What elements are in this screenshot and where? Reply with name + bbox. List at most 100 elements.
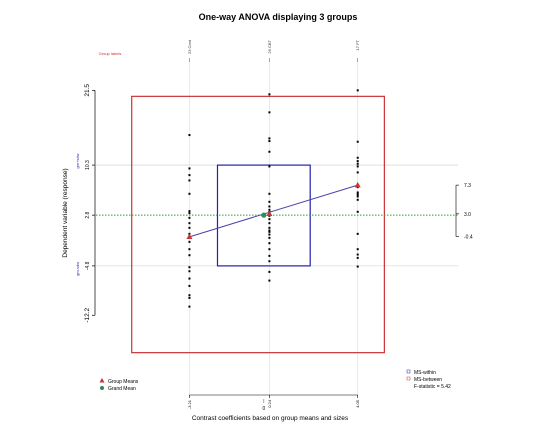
data-point xyxy=(356,171,359,174)
data-points xyxy=(188,89,359,308)
data-point xyxy=(268,218,271,221)
data-point xyxy=(356,89,359,92)
data-point xyxy=(356,210,359,213)
data-point xyxy=(268,242,271,245)
legend-ms-within-label: MS-within xyxy=(414,370,436,376)
group-label: 26 CBT xyxy=(267,39,272,53)
data-point xyxy=(356,156,359,159)
legend-grand-mean-label: Grand Mean xyxy=(108,386,136,392)
data-point xyxy=(268,222,271,225)
data-point xyxy=(188,192,191,195)
grid-lines xyxy=(96,60,458,395)
x-axis-label: Contrast coefficients based on group mea… xyxy=(192,415,349,422)
data-point xyxy=(268,165,271,168)
data-point xyxy=(188,284,191,287)
legend-grand-mean-marker xyxy=(100,386,104,390)
data-point xyxy=(268,150,271,153)
gm-plus-sd-label: gm+sdw xyxy=(75,153,80,168)
data-point xyxy=(188,222,191,225)
data-point xyxy=(268,229,271,232)
data-point xyxy=(356,198,359,201)
data-point xyxy=(268,226,271,229)
data-point xyxy=(356,193,359,196)
ms-boxes xyxy=(131,95,385,354)
x-tick-label: -3.21 xyxy=(187,399,192,409)
data-point xyxy=(268,248,271,251)
data-point xyxy=(356,140,359,143)
data-point xyxy=(188,296,191,299)
data-point xyxy=(188,240,191,243)
data-point xyxy=(188,174,191,177)
grand-mean-marker xyxy=(261,212,267,218)
data-point xyxy=(356,165,359,168)
gm-minus-sd-label: gm-sdw xyxy=(75,262,80,276)
data-point xyxy=(188,277,191,280)
legend-ms-between-marker xyxy=(406,376,411,381)
group-label: 23 Cont xyxy=(187,39,192,54)
data-point xyxy=(188,216,191,219)
data-point xyxy=(356,195,359,198)
data-point xyxy=(188,294,191,297)
group-mean-marker xyxy=(354,181,361,188)
y-tick-label: 2.8 xyxy=(85,211,91,218)
data-point xyxy=(268,260,271,263)
data-point xyxy=(268,208,271,211)
data-point xyxy=(268,93,271,96)
x-tick-label: 4.05 xyxy=(355,399,360,408)
data-point xyxy=(268,279,271,282)
group-means-line xyxy=(189,184,358,238)
y-axis-label: Dependent variable (response) xyxy=(62,168,69,257)
data-point xyxy=(356,191,359,194)
data-point xyxy=(356,248,359,251)
group-mean-marker xyxy=(186,233,193,240)
data-point xyxy=(268,205,271,208)
y-tick-label: -12.2 xyxy=(84,307,91,322)
data-point xyxy=(268,140,271,143)
data-point xyxy=(188,134,191,137)
data-point xyxy=(188,266,191,269)
data-point xyxy=(188,248,191,251)
legend-ms-within-marker xyxy=(406,369,411,374)
y-tick-label: -4.8 xyxy=(85,261,91,270)
data-point xyxy=(356,265,359,268)
data-point xyxy=(268,137,271,140)
data-point xyxy=(188,212,191,215)
right-tick-label: -0.4 xyxy=(464,235,473,241)
data-point xyxy=(188,179,191,182)
data-point xyxy=(188,254,191,257)
data-point xyxy=(188,226,191,229)
x-tick-label: 0.24 xyxy=(267,399,272,408)
data-point xyxy=(188,167,191,170)
data-point xyxy=(268,230,271,233)
right-tick-label: 3.0 xyxy=(464,212,471,218)
group-labels-title: Group labels xyxy=(99,51,122,56)
chart-title: One-way ANOVA displaying 3 groups xyxy=(199,12,358,22)
data-point xyxy=(356,253,359,256)
data-point xyxy=(268,200,271,203)
legend-group-means-marker xyxy=(99,378,105,383)
x-zero-label: 0 xyxy=(262,406,265,412)
data-point xyxy=(268,233,271,236)
data-point xyxy=(356,160,359,163)
y-tick-label: 21.5 xyxy=(84,84,91,97)
data-point xyxy=(188,305,191,308)
right-tick-label: 7.3 xyxy=(464,183,471,189)
data-point xyxy=(188,270,191,273)
legend-f-statistic: F-statistic = 5.42 xyxy=(414,384,451,390)
data-point xyxy=(356,256,359,259)
data-point xyxy=(188,210,191,213)
data-point xyxy=(268,254,271,257)
data-point xyxy=(268,111,271,114)
data-point xyxy=(356,232,359,235)
data-point xyxy=(268,192,271,195)
mean-lines xyxy=(96,184,458,238)
legend-ms-between-label: MS-between xyxy=(414,377,442,383)
group-label: 17 FT xyxy=(355,39,360,50)
data-point xyxy=(356,162,359,165)
data-point xyxy=(268,236,271,239)
axes: 23 Cont 26 CBT 17 FT -12.2 -4.8 2.8 10.3 21.5 gm… xyxy=(75,39,473,412)
ms-between-box xyxy=(131,95,385,354)
data-point xyxy=(268,270,271,273)
